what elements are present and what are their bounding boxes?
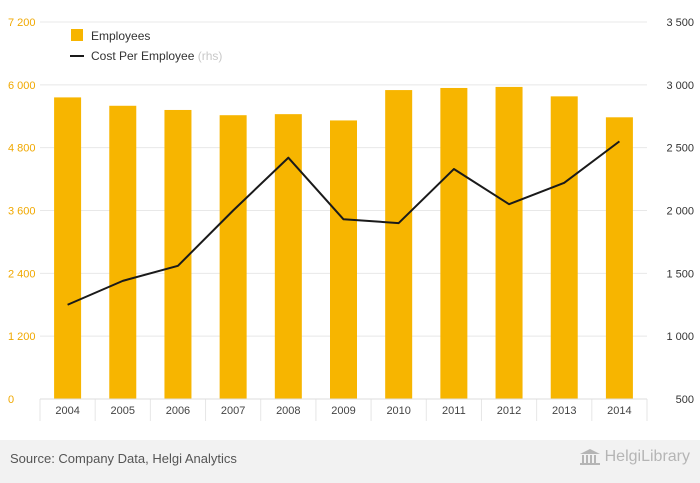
x-tick: 2014 (607, 405, 631, 417)
y-tick-right: 1 000 (666, 331, 694, 343)
y-tick-right: 500 (676, 394, 694, 406)
y-tick-left: 6 000 (8, 80, 36, 92)
legend-label-employees: Employees (91, 29, 150, 43)
line-series-cost-per-employee (67, 140, 621, 306)
y-tick-left: 7 200 (8, 17, 36, 29)
bar (385, 90, 413, 399)
y-tick-right: 2 000 (666, 206, 694, 218)
y-tick-right: 1 500 (666, 268, 694, 280)
y-tick-left: 0 (8, 394, 14, 406)
y-tick-left: 2 400 (8, 268, 36, 280)
y-tick-right: 3 500 (666, 17, 694, 29)
y-tick-left: 1 200 (8, 331, 36, 343)
x-tick: 2008 (276, 405, 300, 417)
x-tick: 2011 (442, 405, 466, 417)
legend-label-cost: Cost Per Employee (rhs) (91, 49, 222, 63)
legend-label-rhs: (rhs) (198, 49, 223, 63)
x-tick: 2006 (166, 405, 190, 417)
footer: Source: Company Data, Helgi Analytics He… (0, 440, 700, 483)
x-tick: 2012 (497, 405, 521, 417)
x-tick: 2004 (55, 405, 79, 417)
bar (550, 96, 578, 399)
bar (605, 117, 633, 399)
bar (164, 109, 192, 399)
chart: 0 1 200 2 400 3 600 4 800 6 000 7 200 500 1 000 1… (8, 17, 694, 421)
bar (274, 114, 302, 400)
y-tick-right: 2 500 (666, 143, 694, 155)
y-tick-left: 4 800 (8, 143, 36, 155)
combo-chart: 0 1 200 2 400 3 600 4 800 6 000 7 200 500 1 000 1… (8, 17, 694, 421)
bar (330, 120, 357, 399)
x-tick: 2010 (386, 405, 410, 417)
bar (440, 87, 468, 399)
x-tick: 2005 (111, 405, 135, 417)
brand-logo: HelgiLibrary (579, 448, 690, 466)
source-note: Source: Company Data, Helgi Analytics (10, 451, 237, 466)
brand-name: HelgiLibrary (604, 448, 690, 465)
y-tick-right: 3 000 (666, 80, 694, 92)
library-building-icon (579, 449, 600, 465)
bar (219, 115, 247, 400)
bar (54, 97, 82, 400)
x-tick: 2013 (552, 405, 576, 417)
x-tick: 2009 (331, 405, 355, 417)
bar (109, 105, 137, 400)
legend-swatch-employees (71, 29, 83, 41)
bar (495, 86, 523, 399)
x-tick: 2007 (221, 405, 245, 417)
y-tick-left: 3 600 (8, 206, 36, 218)
